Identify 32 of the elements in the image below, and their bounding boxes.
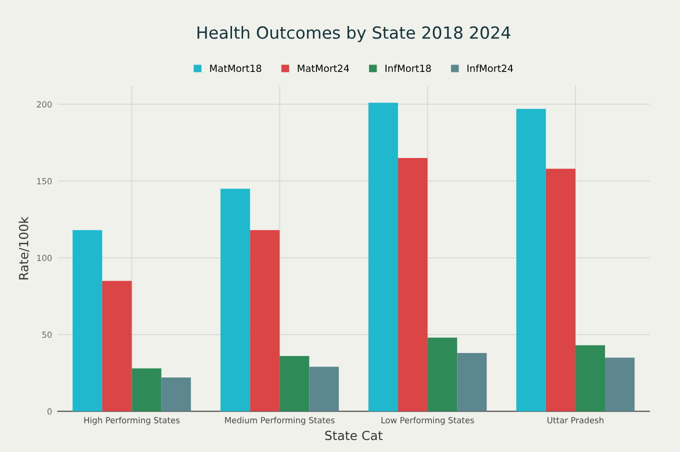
legend-label: InfMort24 (468, 64, 513, 72)
bar (72, 230, 102, 412)
y-tick-label: 200 (36, 101, 52, 108)
bar (309, 366, 339, 412)
y-tick-label: 150 (37, 178, 52, 184)
legend-label: MatMort24 (298, 64, 350, 72)
x-axis-title: State Cat (325, 430, 382, 440)
y-tick-label: 50 (42, 332, 52, 338)
bar (398, 158, 428, 412)
bar (250, 230, 280, 412)
bar (220, 188, 250, 412)
bar (457, 352, 487, 412)
x-tick-label: Uttar Pradesh (548, 416, 604, 424)
bar (368, 102, 398, 412)
bar (161, 378, 191, 412)
y-axis-title: Rate/100k (18, 216, 30, 280)
bar (428, 338, 458, 412)
legend-label: MatMort18 (210, 64, 262, 72)
bar (575, 345, 606, 412)
x-tick-label: Medium Performing States (225, 416, 335, 425)
y-tick-label: 0 (47, 408, 52, 415)
bar (132, 368, 162, 412)
bar (102, 280, 132, 412)
bar (605, 358, 635, 412)
x-tick-label: High Performing States (84, 416, 180, 425)
x-tick-label: Low Performing States (382, 416, 474, 425)
chart-title: Health Outcomes by State 2018 2024 (198, 26, 510, 42)
legend-label: InfMort18 (386, 64, 431, 72)
bar (546, 168, 576, 412)
bar (280, 356, 310, 412)
y-tick-label: 100 (37, 254, 52, 262)
bar (516, 108, 546, 412)
